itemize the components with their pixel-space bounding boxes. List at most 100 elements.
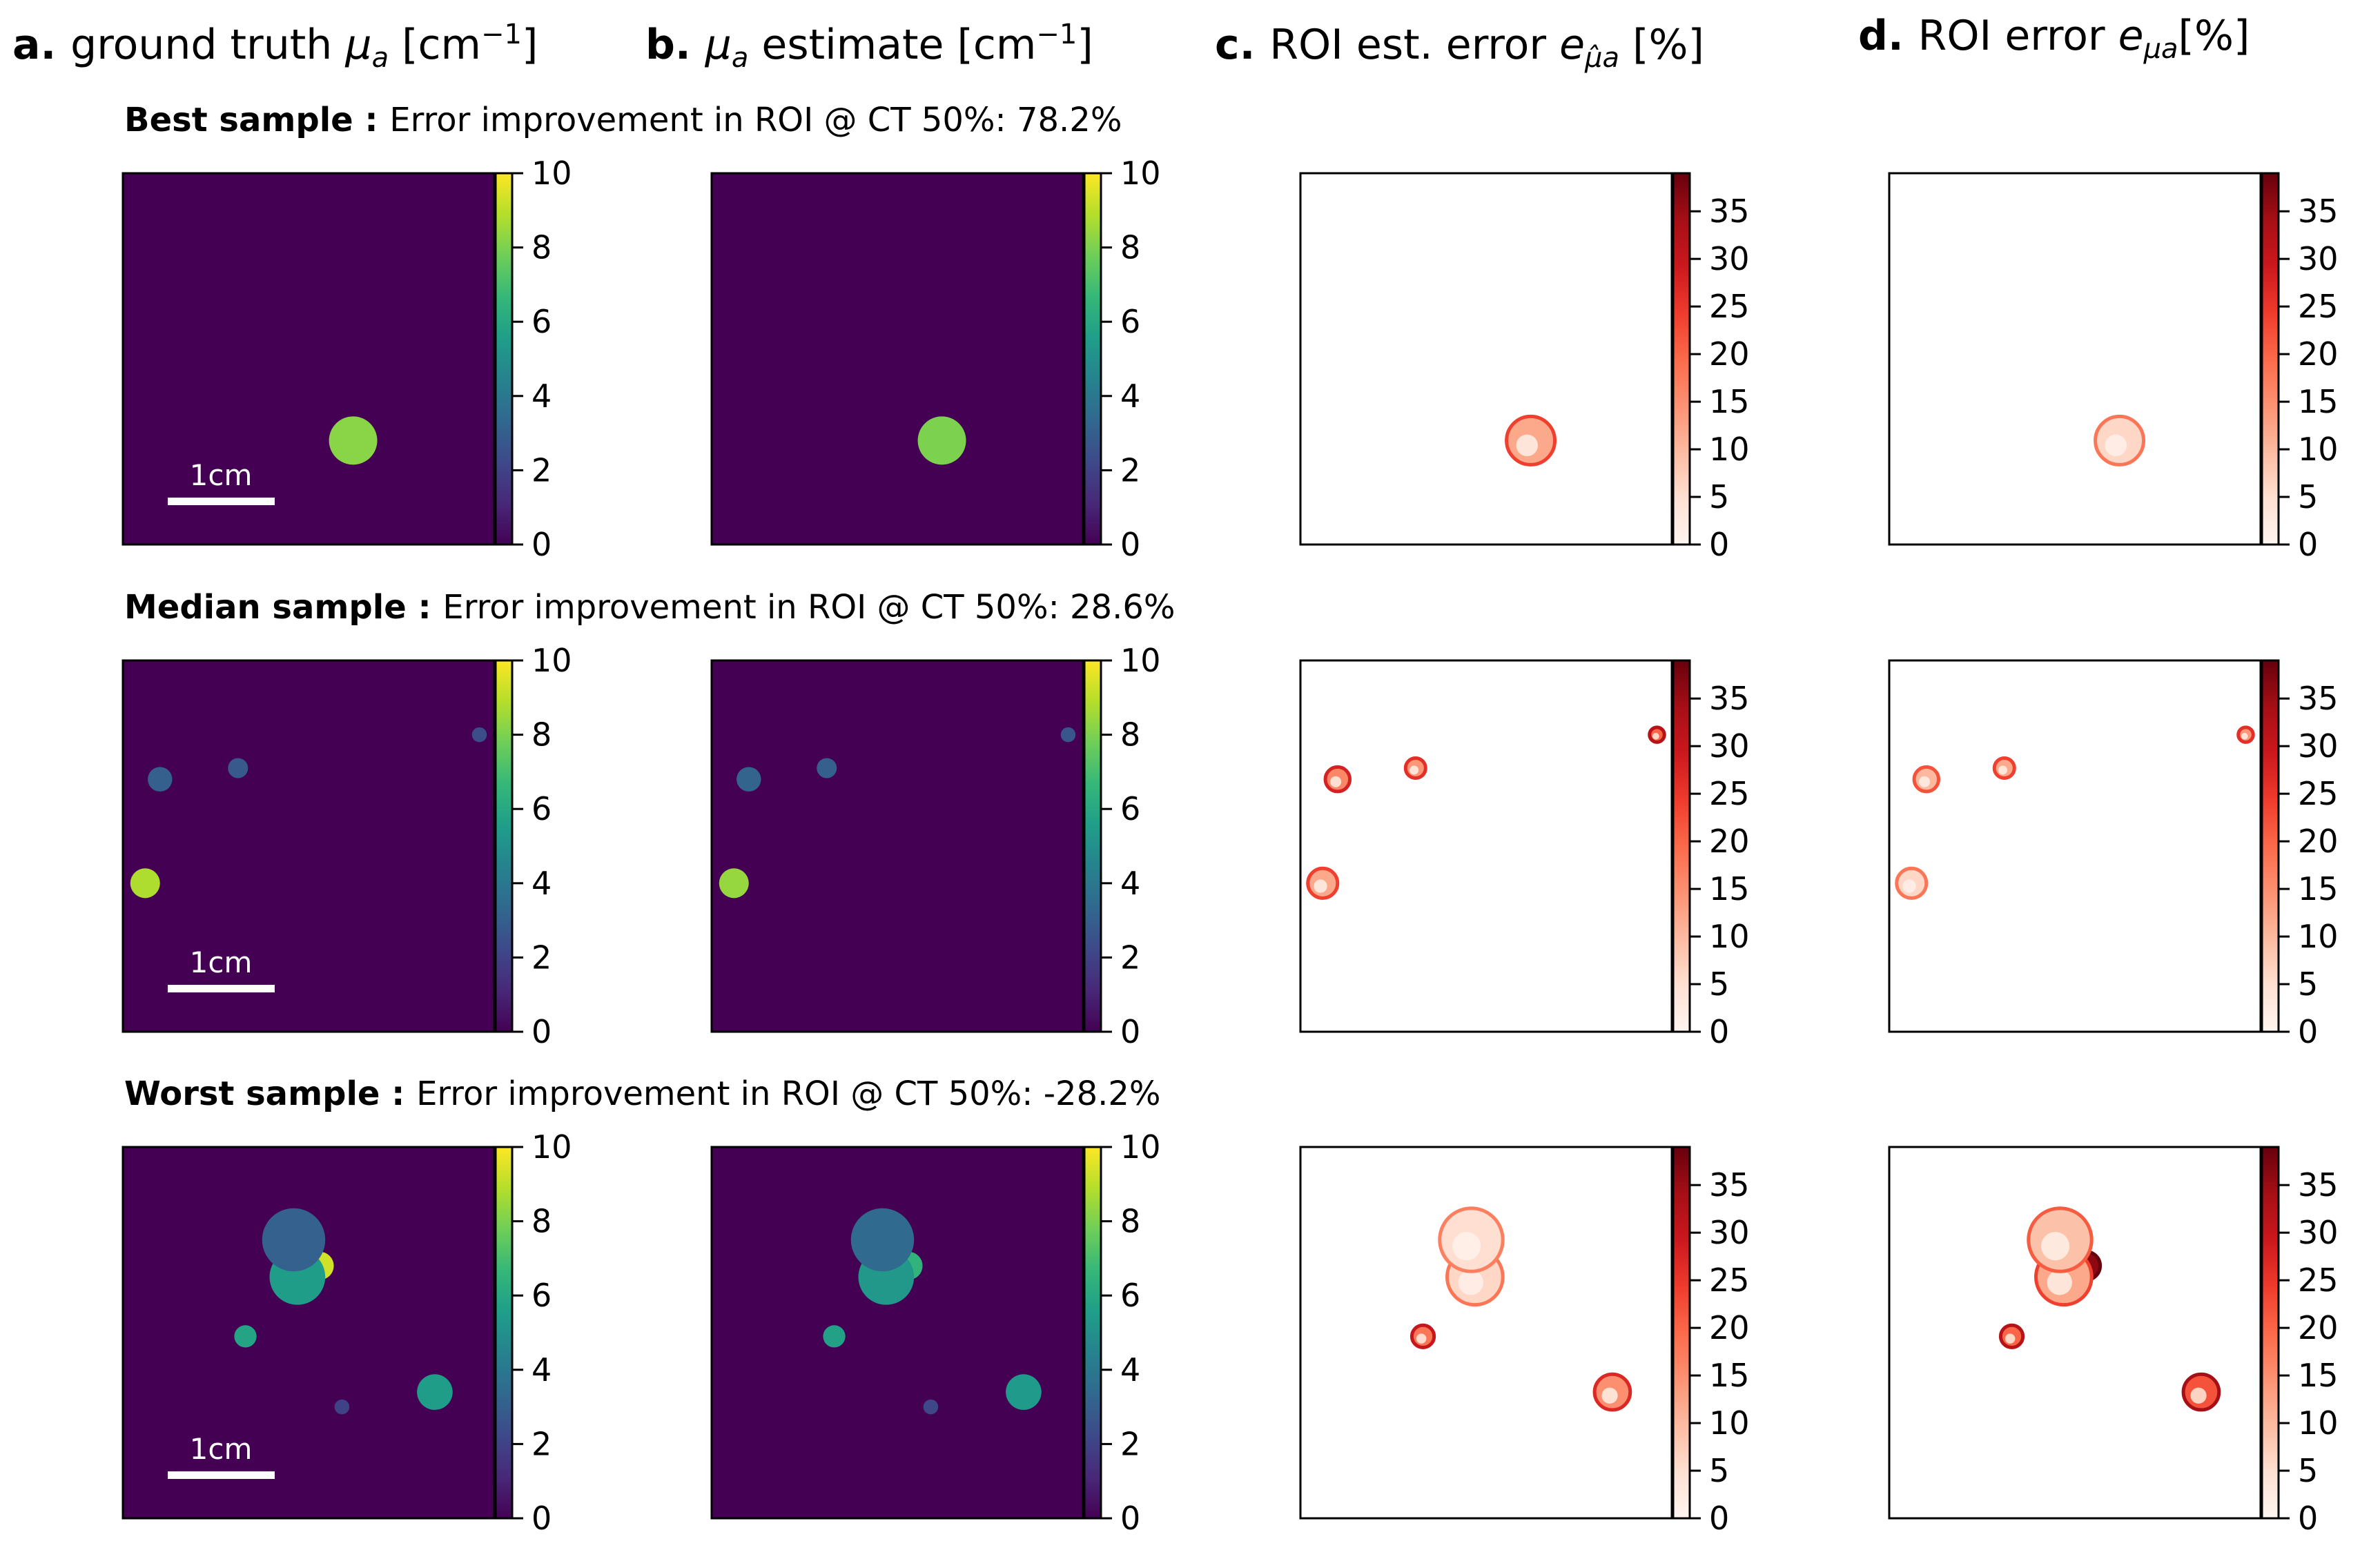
panel-d-best: 0 5 10 15 20 25 30 35 [1888,172,2339,563]
error-region-core-0 [1330,776,1342,787]
colorbar-frame [2261,172,2280,546]
inclusion-5 [417,1374,453,1410]
error-region-core-4 [2190,1387,2207,1404]
colorbar-tick-label: 20 [1709,823,1750,860]
colorbar-tick-label: 2 [531,1425,552,1462]
colorbar-tick-label: 25 [1709,775,1750,812]
colorbar-tick-label: 10 [2298,1404,2339,1442]
row-caption-0: Best sample : Error improvement in ROI @… [124,101,1122,139]
colorbar-tick-label: 5 [2298,478,2318,516]
colorbar-tick-label: 4 [531,865,552,902]
error-region-core-1 [1452,1232,1481,1261]
colorbar-frame [494,172,514,546]
colorbar-tick-label: 30 [1709,727,1750,765]
colorbar-tick-label: 4 [1120,378,1140,415]
colorbar-tick-label: 6 [1120,790,1140,827]
inclusion-3 [234,1325,257,1348]
colorbar-tick-label: 30 [2298,1214,2339,1251]
colorbar-tick-label: 6 [531,790,552,827]
colorbar-frame [1083,172,1102,546]
inclusion-1 [817,758,837,778]
colorbar [496,173,512,545]
colorbar-tick-label: 15 [1709,1357,1750,1394]
error-region-core-3 [1601,1387,1618,1404]
panel-d-worst: 0 5 10 15 20 25 30 35 [1888,1146,2339,1537]
image-frame [1299,1146,1673,1520]
colorbar-tick-label: 6 [531,1277,552,1314]
colorbar-tick-label: 0 [1709,526,1729,563]
image-frame [1888,172,2262,546]
colorbar-tick-label: 0 [1120,1500,1140,1537]
colorbar-tick-label: 20 [2298,335,2339,373]
image-frame [1299,172,1673,546]
image-background [1889,173,2261,545]
colorbar-tick-label: 10 [531,642,572,679]
scale-bar-label: 1cm [190,945,253,979]
image-frame [121,659,496,1033]
image-frame [1299,659,1673,1033]
image-background [712,1147,1083,1518]
error-region-core-1 [1998,765,2008,775]
scale-bar-label: 1cm [190,1432,253,1466]
colorbar-tick-label: 10 [2298,918,2339,955]
colorbar-tick-label: 0 [531,526,552,563]
colorbar-tick-label: 2 [531,939,552,976]
colorbar [1673,173,1690,545]
inclusion-0 [148,767,173,792]
colorbar-tick-label: 10 [1120,642,1161,679]
colorbar-tick-label: 0 [2298,1013,2318,1050]
error-region-core-2 [1652,732,1659,740]
colorbar-tick-label: 0 [531,1500,552,1537]
image-frame [710,1146,1084,1520]
colorbar-tick-label: 10 [1709,1404,1750,1442]
colorbar-tick-label: 30 [2298,240,2339,277]
colorbar-tick-label: 30 [1709,240,1750,277]
colorbar-tick-label: 30 [1709,1214,1750,1251]
colorbar-tick-label: 2 [1120,939,1140,976]
image-background [1300,660,1672,1032]
colorbar-tick-label: 8 [1120,229,1140,266]
error-region-core-1 [2047,1270,2072,1295]
colorbar [1084,1147,1101,1518]
colorbar-frame [494,659,514,1033]
colorbar-frame [1672,172,1691,546]
error-region-core-0 [1516,434,1539,457]
column-header-c: c. ROI est. error eμ̂a [%] [1215,21,1704,74]
colorbar-tick-label: 0 [531,1013,552,1050]
image-background [712,173,1083,545]
inclusion-2 [1060,727,1076,743]
error-region-core-1 [1410,765,1419,775]
panel-a-median: 1cm 0 2 4 6 8 10 [121,642,572,1050]
error-region-core-3 [2005,1333,2016,1344]
image-frame [1888,659,2262,1033]
image-background [712,660,1083,1032]
colorbar-frame [2261,659,2280,1033]
colorbar-tick-label: 5 [1709,478,1729,516]
colorbar-frame [1083,1146,1102,1520]
panel-d-median: 0 5 10 15 20 25 30 35 [1888,659,2339,1050]
colorbar-tick-label: 35 [2298,1166,2339,1204]
error-region-core-0 [2105,434,2127,457]
colorbar-tick-label: 35 [2298,680,2339,717]
colorbar-tick-label: 10 [1709,431,1750,468]
error-region-core-3 [1314,879,1327,893]
colorbar-tick-label: 10 [1120,155,1161,192]
image-background [123,173,494,545]
colorbar-tick-label: 35 [2298,193,2339,230]
inclusion-2 [471,727,487,743]
inclusion-4 [923,1399,939,1415]
colorbar [496,660,512,1032]
colorbar-tick-label: 35 [1709,680,1750,717]
colorbar-tick-label: 6 [531,303,552,340]
colorbar-tick-label: 4 [531,1351,552,1389]
colorbar-tick-label: 30 [2298,727,2339,765]
colorbar-frame [1672,1146,1691,1520]
colorbar-tick-label: 8 [1120,1203,1140,1240]
scale-bar [168,985,275,992]
panel-c-best: 0 5 10 15 20 25 30 35 [1299,172,1750,563]
colorbar [2262,1147,2279,1518]
colorbar-frame [1083,659,1102,1033]
colorbar-tick-label: 8 [531,1203,552,1240]
panel-a-worst: 1cm 0 2 4 6 8 10 [121,1128,572,1537]
inclusion-2 [850,1208,915,1272]
